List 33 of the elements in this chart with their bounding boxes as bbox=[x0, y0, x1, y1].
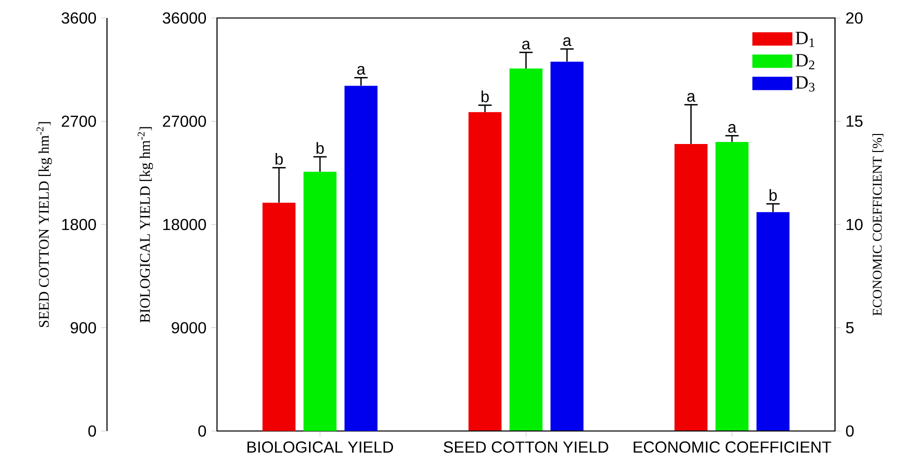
y3-axis-title: SEED COTTON YIELD [kg hm$^{-2}$] bbox=[36, 122, 52, 327]
y3-tick-label: 3600 bbox=[62, 12, 96, 24]
y2-tick-label: 20 bbox=[846, 12, 863, 24]
legend-label: D$_{2}$ bbox=[796, 54, 814, 70]
y2-tick-label: 5 bbox=[846, 322, 854, 334]
y-tick-label: 27000 bbox=[162, 116, 206, 127]
x-tick-label: SEED COTTON YIELD bbox=[444, 441, 608, 453]
data-label: b bbox=[482, 90, 489, 102]
legend-label: D$_{1}$ bbox=[796, 32, 814, 47]
y2-tick-label: 0 bbox=[846, 425, 854, 437]
data-label: a bbox=[357, 66, 366, 75]
y3-tick-label: 900 bbox=[70, 322, 96, 334]
legend-label: D$_{3}$ bbox=[796, 76, 815, 92]
y2-tick-label: 10 bbox=[846, 218, 863, 230]
data-label: a bbox=[522, 40, 530, 50]
x-tick-label: ECONOMIC COEFFICIENT bbox=[634, 441, 832, 453]
data-label: b bbox=[316, 142, 324, 154]
data-label: b bbox=[276, 153, 283, 165]
y-tick-label: 36000 bbox=[162, 12, 206, 24]
data-label: a bbox=[687, 93, 696, 102]
data-label: a bbox=[563, 37, 572, 46]
data-label: b bbox=[770, 189, 777, 201]
y3-tick-label: 1800 bbox=[62, 218, 96, 230]
data-label: a bbox=[728, 124, 736, 133]
y-tick-label: 18000 bbox=[163, 218, 206, 230]
y3-tick-label: 2700 bbox=[62, 116, 96, 127]
y-tick-label: 9000 bbox=[172, 322, 206, 334]
y2-tick-label: 15 bbox=[846, 116, 863, 127]
x-tick-label: BIOLOGICAL YIELD bbox=[248, 441, 394, 453]
y-axis-title: BIOLOGICAL YIELD [kg hm$^{-2}$] bbox=[138, 127, 153, 323]
y2-axis-title: ECONOMIC COEFFICIENT [%] bbox=[872, 134, 884, 316]
y3-tick-label: 0 bbox=[88, 425, 96, 437]
y-tick-label: 0 bbox=[198, 425, 206, 437]
